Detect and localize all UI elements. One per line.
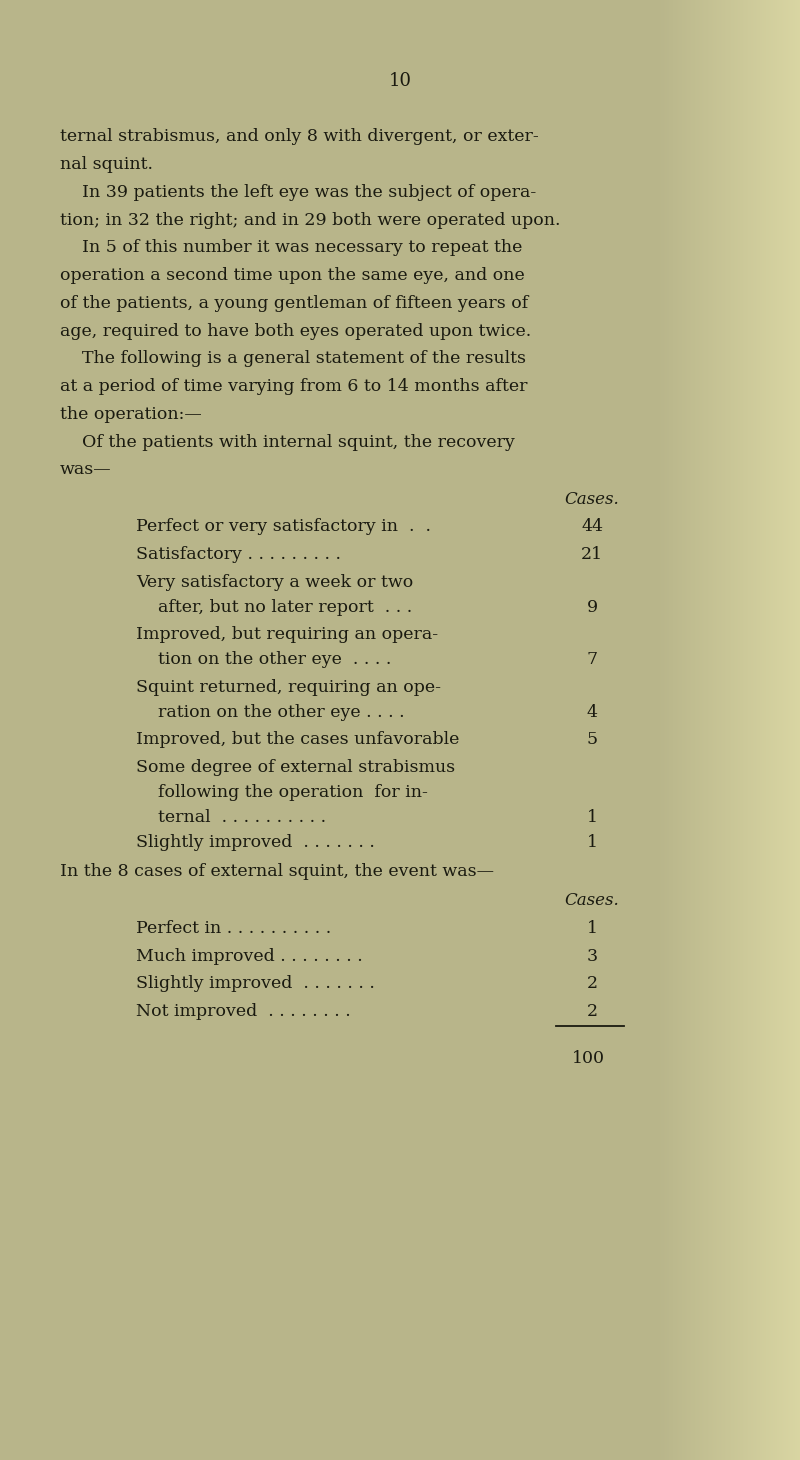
Text: 9: 9 [586, 599, 598, 616]
Text: Perfect in . . . . . . . . . .: Perfect in . . . . . . . . . . [136, 920, 331, 937]
Text: In the 8 cases of external squint, the event was—: In the 8 cases of external squint, the e… [60, 863, 494, 880]
Text: Of the patients with internal squint, the recovery: Of the patients with internal squint, th… [60, 434, 515, 451]
Text: 44: 44 [581, 518, 603, 536]
Text: 1: 1 [586, 920, 598, 937]
Text: ternal  . . . . . . . . . .: ternal . . . . . . . . . . [136, 809, 326, 826]
Text: 1: 1 [586, 834, 598, 851]
Text: after, but no later report  . . .: after, but no later report . . . [136, 599, 412, 616]
Text: 100: 100 [571, 1050, 605, 1067]
Text: 3: 3 [586, 948, 598, 965]
Text: nal squint.: nal squint. [60, 156, 153, 174]
Text: the operation:—: the operation:— [60, 406, 202, 423]
Text: Satisfactory . . . . . . . . .: Satisfactory . . . . . . . . . [136, 546, 341, 564]
Text: Much improved . . . . . . . .: Much improved . . . . . . . . [136, 948, 362, 965]
Text: 1: 1 [586, 809, 598, 826]
Text: ternal strabismus, and only 8 with divergent, or exter-: ternal strabismus, and only 8 with diver… [60, 128, 538, 146]
Text: 2: 2 [586, 975, 598, 993]
Text: operation a second time upon the same eye, and one: operation a second time upon the same ey… [60, 267, 525, 285]
Text: In 39 patients the left eye was the subject of opera-: In 39 patients the left eye was the subj… [60, 184, 536, 201]
Text: 7: 7 [586, 651, 598, 669]
Text: In 5 of this number it was necessary to repeat the: In 5 of this number it was necessary to … [60, 239, 522, 257]
Text: was—: was— [60, 461, 112, 479]
Text: Cases.: Cases. [565, 491, 619, 508]
Text: 4: 4 [586, 704, 598, 721]
Text: 5: 5 [586, 731, 598, 749]
Text: Improved, but requiring an opera-: Improved, but requiring an opera- [136, 626, 438, 644]
Text: at a period of time varying from 6 to 14 months after: at a period of time varying from 6 to 14… [60, 378, 527, 396]
Text: following the operation  for in-: following the operation for in- [136, 784, 428, 802]
Text: 21: 21 [581, 546, 603, 564]
Text: Squint returned, requiring an ope-: Squint returned, requiring an ope- [136, 679, 441, 696]
Text: Not improved  . . . . . . . .: Not improved . . . . . . . . [136, 1003, 350, 1021]
Text: Perfect or very satisfactory in  .  .: Perfect or very satisfactory in . . [136, 518, 431, 536]
Text: ration on the other eye . . . .: ration on the other eye . . . . [136, 704, 405, 721]
Text: Very satisfactory a week or two: Very satisfactory a week or two [136, 574, 414, 591]
Text: Some degree of external strabismus: Some degree of external strabismus [136, 759, 455, 777]
Text: Cases.: Cases. [565, 892, 619, 910]
Text: age, required to have both eyes operated upon twice.: age, required to have both eyes operated… [60, 323, 531, 340]
Text: 2: 2 [586, 1003, 598, 1021]
Text: tion; in 32 the right; and in 29 both were operated upon.: tion; in 32 the right; and in 29 both we… [60, 212, 561, 229]
Text: tion on the other eye  . . . .: tion on the other eye . . . . [136, 651, 391, 669]
Text: Slightly improved  . . . . . . .: Slightly improved . . . . . . . [136, 834, 375, 851]
Text: Slightly improved  . . . . . . .: Slightly improved . . . . . . . [136, 975, 375, 993]
Text: The following is a general statement of the results: The following is a general statement of … [60, 350, 526, 368]
Text: Improved, but the cases unfavorable: Improved, but the cases unfavorable [136, 731, 459, 749]
Text: of the patients, a young gentleman of fifteen years of: of the patients, a young gentleman of fi… [60, 295, 528, 312]
Text: 10: 10 [389, 72, 411, 89]
